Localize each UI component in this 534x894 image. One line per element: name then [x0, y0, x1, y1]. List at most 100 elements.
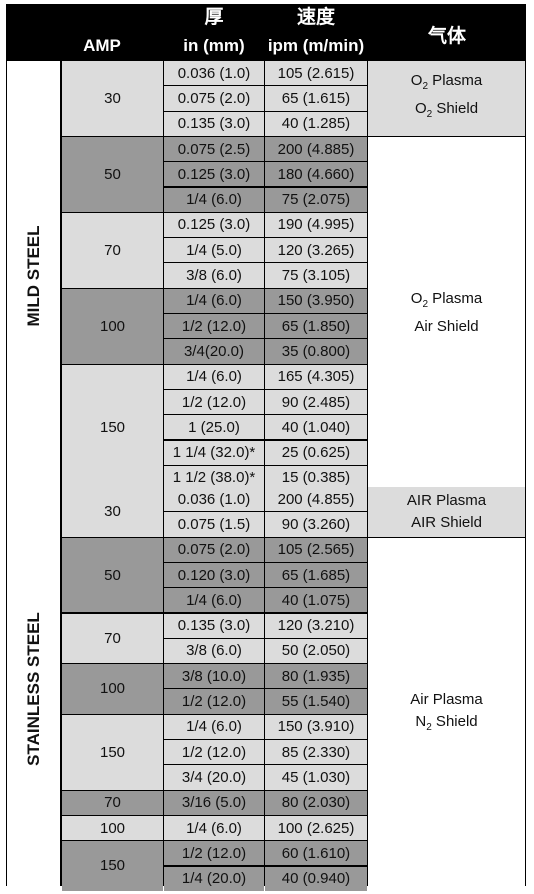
- thickness-cell: 0.125 (3.0): [164, 162, 264, 187]
- thickness-cell: 3/8 (10.0): [164, 664, 264, 689]
- speed-cell: 40 (1.075): [265, 588, 367, 613]
- amp-cell: 100: [62, 664, 163, 714]
- thickness-cell: 0.075 (2.0): [164, 86, 264, 111]
- gas-text: Shield: [432, 100, 479, 118]
- thickness-cell: 3/16 (5.0): [164, 790, 264, 815]
- header-thickness: 厚 in (mm): [183, 7, 245, 55]
- amp-cell: 70: [62, 613, 163, 664]
- gas-subscript: 2: [426, 109, 433, 121]
- amp-cell: 150: [62, 364, 163, 491]
- speed-cell: 190 (4.995): [265, 212, 367, 238]
- speed-cell: 65 (1.615): [265, 86, 367, 111]
- gas-line-1: O2 Plasma: [411, 70, 482, 98]
- speed-cell: 120 (3.210): [265, 613, 367, 638]
- gas-subscript: 2: [422, 81, 429, 93]
- speed-cell: 200 (4.855): [265, 487, 367, 512]
- speed-cell: 200 (4.885): [265, 136, 367, 162]
- gas-cell: O2 Plasma O2 Shield: [368, 61, 525, 136]
- speed-cell: 180 (4.660): [265, 162, 367, 187]
- thickness-cell: 1/2 (12.0): [164, 389, 264, 415]
- thickness-cell: 1 1/2 (38.0)*: [164, 465, 264, 491]
- thickness-cell: 1/4 (6.0): [164, 364, 264, 389]
- speed-cell: 65 (1.685): [265, 562, 367, 588]
- gas-cell: Air Plasma N2 Shield: [368, 537, 525, 891]
- gas-text: O: [414, 100, 427, 118]
- gas-line-1: Air Plasma: [410, 689, 483, 711]
- speed-cell: 45 (1.030): [265, 765, 367, 790]
- speed-cell: 60 (1.610): [265, 841, 367, 866]
- speed-cell: 65 (1.850): [265, 314, 367, 339]
- thickness-cell: 1 (25.0): [164, 415, 264, 440]
- thickness-cell: 1/4 (6.0): [164, 187, 264, 212]
- speed-cell: 150 (3.950): [265, 288, 367, 313]
- gas-text: Air Shield: [414, 318, 479, 336]
- thickness-cell: 1/2 (12.0): [164, 689, 264, 714]
- speed-cell: 100 (2.625): [265, 815, 367, 841]
- thickness-cell: 1/4 (6.0): [164, 288, 264, 313]
- speed-cell: 150 (3.910): [265, 714, 367, 739]
- thickness-cell: 3/4 (20.0): [164, 765, 264, 790]
- thickness-cell: 1/4 (6.0): [164, 815, 264, 841]
- gas-text: Shield: [431, 713, 478, 731]
- speed-cell: 90 (3.260): [265, 512, 367, 537]
- speed-cell: 40 (1.285): [265, 111, 367, 136]
- material-text: STAINLESS STEEL: [23, 612, 43, 766]
- amp-cell: 70: [62, 790, 163, 815]
- amp-cell: 100: [62, 288, 163, 364]
- thickness-cell: 3/8 (6.0): [164, 638, 264, 664]
- gas-text: Plasma: [428, 72, 483, 90]
- thickness-cell: 0.075 (2.5): [164, 136, 264, 162]
- gas-text: AIR Plasma: [406, 491, 487, 509]
- cutting-parameters-table: AMP 厚 in (mm) 速度 ipm (m/min) 气体 MILD STE…: [6, 4, 526, 891]
- thickness-cell: 0.075 (1.5): [164, 512, 264, 537]
- thickness-cell: 1/4 (20.0): [164, 866, 264, 891]
- speed-cell: 105 (2.565): [265, 537, 367, 562]
- thickness-cell: 0.036 (1.0): [164, 61, 264, 86]
- gas-text: Plasma: [428, 290, 483, 308]
- speed-cell: 50 (2.050): [265, 638, 367, 664]
- thickness-cell: 1/2 (12.0): [164, 740, 264, 765]
- material-text: MILD STEEL: [23, 225, 43, 327]
- gas-line-2: AIR Shield: [411, 512, 482, 534]
- amp-cell: 30: [62, 487, 163, 537]
- thickness-cell: 1/2 (12.0): [164, 314, 264, 339]
- thickness-cell: 1/4 (5.0): [164, 238, 264, 263]
- speed-cell: 35 (0.800): [265, 339, 367, 364]
- speed-cell: 25 (0.625): [265, 440, 367, 465]
- gas-line-1: AIR Plasma: [407, 490, 486, 512]
- thickness-cell: 3/8 (6.0): [164, 263, 264, 288]
- amp-cell: 50: [62, 537, 163, 613]
- gas-line-2: O2 Shield: [415, 98, 478, 126]
- speed-cell: 105 (2.615): [265, 61, 367, 86]
- speed-cell: 40 (1.040): [265, 415, 367, 440]
- amp-cell: 100: [62, 815, 163, 841]
- gas-subscript: 2: [426, 722, 432, 734]
- thickness-cell: 3/4(20.0): [164, 339, 264, 364]
- speed-cell: 75 (2.075): [265, 187, 367, 212]
- amp-cell: 70: [62, 212, 163, 288]
- speed-cell: 75 (3.105): [265, 263, 367, 288]
- amp-cell: 30: [62, 61, 163, 136]
- gas-cell: O2 Plasma Air Shield: [368, 136, 525, 491]
- material-label: STAINLESS STEEL: [7, 487, 60, 891]
- thickness-cell: 1/4 (6.0): [164, 588, 264, 613]
- gas-text: Air Plasma: [410, 691, 483, 709]
- speed-cell: 40 (0.940): [265, 866, 367, 891]
- speed-cell: 85 (2.330): [265, 740, 367, 765]
- header-gas: 气体: [427, 26, 466, 47]
- speed-cell: 120 (3.265): [265, 238, 367, 263]
- gas-text: AIR Shield: [411, 513, 482, 531]
- thickness-cell: 0.135 (3.0): [164, 111, 264, 136]
- gas-cell: AIR Plasma AIR Shield: [368, 487, 525, 537]
- amp-cell: 50: [62, 136, 163, 212]
- gas-text: O: [410, 72, 423, 90]
- thickness-cell: 0.075 (2.0): [164, 537, 264, 562]
- thickness-cell: 0.125 (3.0): [164, 212, 264, 238]
- speed-cell: 80 (1.935): [265, 664, 367, 689]
- speed-cell: 80 (2.030): [265, 790, 367, 815]
- speed-cell: 90 (2.485): [265, 389, 367, 415]
- thickness-cell: 1/2 (12.0): [164, 841, 264, 866]
- gas-text: O: [410, 290, 423, 308]
- speed-cell: 15 (0.385): [265, 465, 367, 491]
- gas-subscript: 2: [422, 299, 429, 311]
